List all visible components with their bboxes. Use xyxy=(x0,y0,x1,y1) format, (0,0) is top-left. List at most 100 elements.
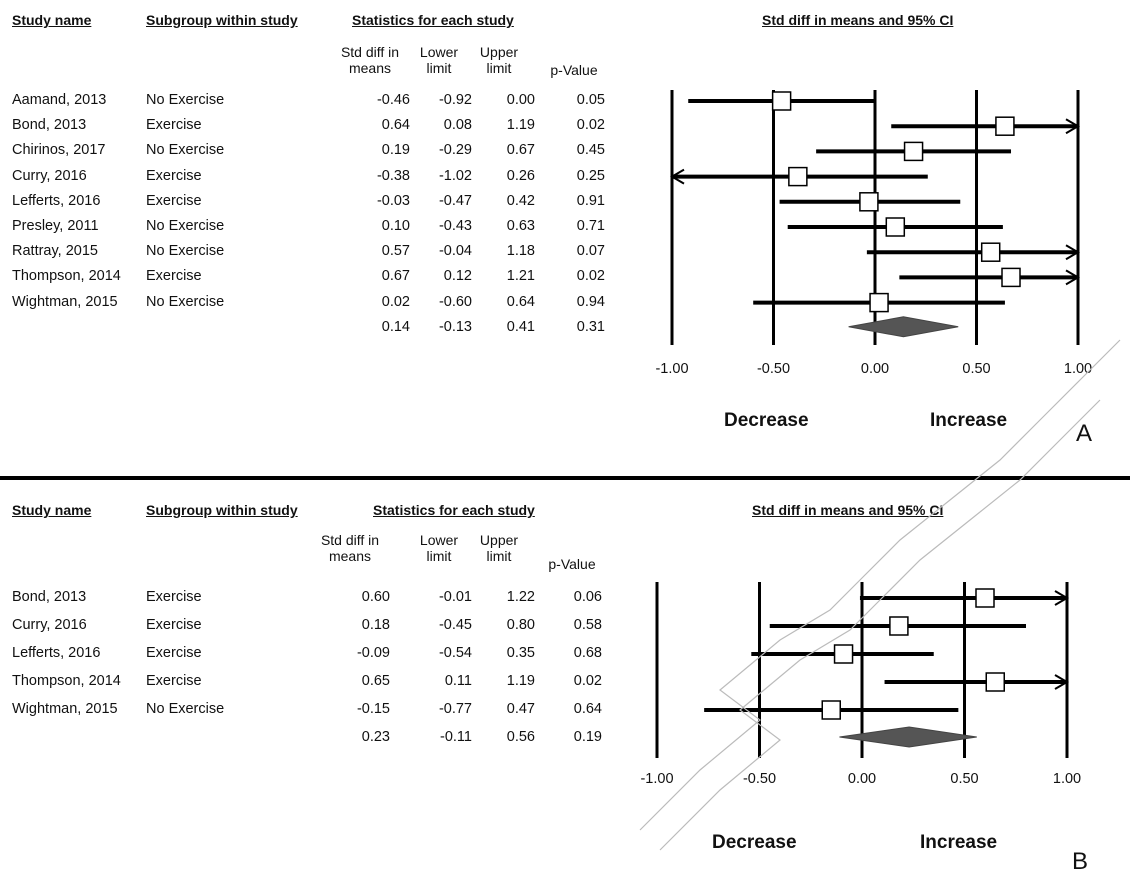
header-subgroup: Subgroup within study xyxy=(146,502,298,518)
lower-limit-value: -0.04 xyxy=(438,243,472,260)
std-diff-value: -0.38 xyxy=(376,167,410,184)
x-tick-label: 0.00 xyxy=(860,361,890,377)
lower-limit-value: -0.47 xyxy=(438,192,472,209)
upper-limit-value: 0.00 xyxy=(506,92,535,108)
effect-square xyxy=(980,242,1001,262)
upper-limit-value: 1.21 xyxy=(506,268,535,285)
col-header-lower: Lower limit xyxy=(419,532,459,564)
study-subgroup: No Exercise xyxy=(146,92,225,108)
p-value: 0.58 xyxy=(573,617,602,633)
upper-limit-value: 0.42 xyxy=(506,192,535,209)
lower-limit-value: -0.92 xyxy=(438,92,472,108)
lower-limit-value: 0.11 xyxy=(444,673,472,689)
study-subgroup: Exercise xyxy=(146,645,202,661)
increase-label-a: Increase xyxy=(930,410,1008,431)
summary-std-diff: 0.23 xyxy=(361,729,390,745)
study-name: Wightman, 2015 xyxy=(12,701,118,717)
study-subgroup: Exercise xyxy=(146,617,202,633)
effect-square xyxy=(821,700,841,720)
upper-limit-value: 0.63 xyxy=(506,218,535,234)
upper-limit-value: 0.47 xyxy=(506,701,535,717)
forest-plot-b xyxy=(655,582,1069,758)
forest-plot-a xyxy=(670,90,1080,345)
upper-limit-value: 1.18 xyxy=(506,243,535,260)
upper-limit-value: 1.22 xyxy=(506,589,535,605)
col-header-pvalue: p-Value xyxy=(548,556,596,572)
std-diff-value: 0.10 xyxy=(381,218,410,234)
ci-arrow-right xyxy=(1065,244,1080,261)
decrease-label-b: Decrease xyxy=(712,832,797,853)
upper-limit-value: 0.26 xyxy=(506,167,535,184)
study-name: Thompson, 2014 xyxy=(12,673,121,689)
upper-limit-value: 0.80 xyxy=(506,617,535,633)
study-name: Thompson, 2014 xyxy=(12,268,121,285)
summary-upper: 0.56 xyxy=(506,729,535,745)
effect-square xyxy=(885,217,906,237)
study-name: Wightman, 2015 xyxy=(12,293,118,310)
col-header-upper: Upper limit xyxy=(479,44,519,76)
panel-divider xyxy=(0,476,1130,480)
p-value: 0.07 xyxy=(576,243,605,260)
effect-square xyxy=(859,192,879,212)
summary-lower: -0.11 xyxy=(440,729,472,745)
study-name: Rattray, 2015 xyxy=(12,243,98,260)
study-name: Lefferts, 2016 xyxy=(12,645,101,661)
p-value: 0.25 xyxy=(576,167,605,184)
ci-arrow-right xyxy=(1065,269,1080,286)
effect-square xyxy=(995,116,1015,136)
lower-limit-value: -0.29 xyxy=(438,142,472,159)
summary-p-value: 0.19 xyxy=(573,729,602,745)
std-diff-value: 0.67 xyxy=(381,268,410,285)
col-header-smd: Std diff in means xyxy=(340,44,400,76)
header-plot: Std diff in means and 95% CI xyxy=(762,12,954,28)
study-name: Curry, 2016 xyxy=(12,167,87,184)
study-name: Chirinos, 2017 xyxy=(12,142,106,159)
lower-limit-value: -0.54 xyxy=(438,645,472,661)
std-diff-value: 0.65 xyxy=(361,673,390,689)
study-subgroup: Exercise xyxy=(146,589,202,605)
lower-limit-value: -0.77 xyxy=(438,701,472,717)
std-diff-value: 0.18 xyxy=(361,617,390,633)
lower-limit-value: -1.02 xyxy=(438,167,472,184)
study-subgroup: No Exercise xyxy=(146,142,225,159)
summary-lower: -0.13 xyxy=(438,318,472,335)
std-diff-value: 0.19 xyxy=(381,142,410,159)
study-name: Bond, 2013 xyxy=(12,589,87,605)
p-value: 0.05 xyxy=(576,92,605,108)
header-statistics: Statistics for each study xyxy=(352,12,514,28)
study-subgroup: Exercise xyxy=(146,673,202,689)
upper-limit-value: 0.35 xyxy=(506,645,535,661)
study-subgroup: Exercise xyxy=(146,192,202,209)
p-value: 0.02 xyxy=(573,673,602,689)
panel-label-a: A xyxy=(1076,420,1093,447)
lower-limit-value: -0.60 xyxy=(438,293,472,310)
upper-limit-value: 0.67 xyxy=(506,142,535,159)
header-subgroup: Subgroup within study xyxy=(146,12,298,28)
upper-limit-value: 1.19 xyxy=(506,117,535,134)
x-tick-label: -0.50 xyxy=(742,771,777,787)
lower-limit-value: 0.12 xyxy=(443,268,472,285)
study-name: Curry, 2016 xyxy=(12,617,87,633)
x-tick-label: 1.00 xyxy=(1052,771,1082,787)
x-tick-label: 0.50 xyxy=(950,771,979,787)
effect-square xyxy=(889,616,909,636)
p-value: 0.94 xyxy=(576,293,605,310)
study-subgroup: No Exercise xyxy=(146,293,225,310)
effect-square xyxy=(869,292,889,313)
p-value: 0.68 xyxy=(573,645,602,661)
col-header-smd: Std diff in means xyxy=(320,532,380,564)
summary-std-diff: 0.14 xyxy=(381,318,410,335)
std-diff-value: 0.57 xyxy=(381,243,410,260)
header-study-name: Study name xyxy=(12,12,92,28)
col-header-upper: Upper limit xyxy=(479,532,519,564)
study-subgroup: No Exercise xyxy=(146,701,225,717)
effect-square xyxy=(985,672,1005,692)
study-name: Bond, 2013 xyxy=(12,117,87,134)
lower-limit-value: 0.08 xyxy=(443,117,472,134)
study-name: Presley, 2011 xyxy=(12,218,99,234)
effect-square xyxy=(1001,267,1021,288)
std-diff-value: -0.03 xyxy=(376,192,410,209)
p-value: 0.06 xyxy=(573,589,602,605)
upper-limit-value: 1.19 xyxy=(506,673,535,689)
ci-arrow-left xyxy=(670,168,685,185)
